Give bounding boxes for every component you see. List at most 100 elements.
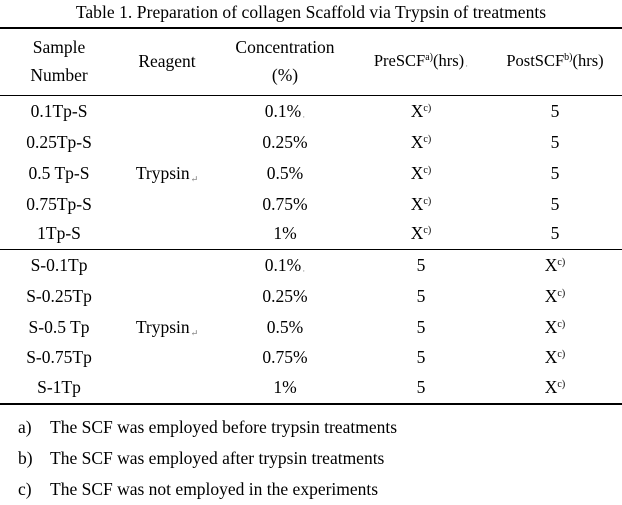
table-row: S-0.1Tp 0.1%· 5 Xc) <box>0 250 622 281</box>
footnote-c: c) The SCF was not employed in the experi… <box>18 474 378 505</box>
cell-sample: 0.75Tp-S <box>26 194 92 214</box>
table-row: S-0.5 Tp Trypsin↵ 0.5% 5 Xc) <box>0 312 622 343</box>
cell-concentration: 1% <box>273 223 297 243</box>
header-postscf: PostSCFb)(hrs) <box>488 47 622 75</box>
cell-reagent-value: Trypsin <box>135 317 190 337</box>
cell-concentration: 1% <box>273 377 297 397</box>
cell-postscf-sup: c) <box>557 288 566 299</box>
table-row: 0.25Tp-S 0.25% Xc) 5 <box>0 127 622 158</box>
cell-concentration: 0.25% <box>262 286 308 306</box>
cell-reagent-value: Trypsin <box>135 163 190 183</box>
paragraph-mark-icon: ↵ <box>190 328 199 338</box>
table-caption: Table 1. Preparation of collagen Scaffol… <box>75 2 547 22</box>
header-concentration: Concentration (%) <box>216 33 354 89</box>
table-top-rule <box>0 27 622 29</box>
table-row: S-0.75Tp 0.75% 5 Xc) <box>0 342 622 373</box>
cell-prescf-value: X <box>410 194 424 214</box>
header-prescf-unit: (hrs) <box>432 51 465 70</box>
table-row: 0.1Tp-S 0.1%· Xc) 5 <box>0 96 622 127</box>
cell-prescf-sup: c) <box>423 103 432 114</box>
cell-concentration: 0.1%· <box>216 250 354 287</box>
header-reagent: Reagent <box>138 51 196 71</box>
cell-sample: S-0.1Tp <box>30 255 88 275</box>
header-sample-line1: Sample <box>32 37 86 57</box>
cell-prescf-value: X <box>410 163 424 183</box>
cell-prescf: Xc) <box>354 127 488 158</box>
table-row: 0.5 Tp-S Trypsin↵ 0.5% Xc) 5 <box>0 158 622 189</box>
cell-postscf-value: X <box>544 317 558 337</box>
paragraph-mark-icon: · <box>302 112 306 122</box>
table-row: S-0.25Tp 0.25% 5 Xc) <box>0 281 622 312</box>
cell-postscf-value: X <box>544 286 558 306</box>
cell-concentration: 0.75% <box>262 194 308 214</box>
cell-concentration: 0.5% <box>266 317 304 337</box>
header-sample: Sample Number <box>0 33 118 89</box>
cell-prescf: 5 <box>416 286 426 306</box>
cell-concentration: 0.1%· <box>216 96 354 133</box>
cell-prescf: 5 <box>416 255 426 275</box>
header-prescf: PreSCFa)(hrs)· <box>354 47 488 80</box>
paragraph-mark-icon: · <box>302 266 306 276</box>
cell-postscf: Xc) <box>488 342 622 373</box>
cell-postscf: Xc) <box>488 312 622 343</box>
footnote-label: c) <box>18 479 32 499</box>
table-row: S-1Tp 1% 5 Xc) <box>0 372 622 403</box>
cell-reagent: Trypsin↵ <box>118 312 216 349</box>
table-bottom-rule <box>0 403 622 405</box>
cell-prescf-sup: c) <box>423 225 432 236</box>
cell-sample: S-0.75Tp <box>26 347 92 367</box>
header-postscf-unit: (hrs) <box>572 51 604 70</box>
cell-postscf-sup: c) <box>557 379 566 390</box>
table-group-rule <box>0 249 622 251</box>
header-postscf-label: PostSCF <box>506 51 565 70</box>
table-row: 1Tp-S 1% Xc) 5 <box>0 218 622 249</box>
cell-sample: 0.5 Tp-S <box>28 163 90 183</box>
cell-concentration-value: 0.1% <box>264 101 302 121</box>
table-row: 0.75Tp-S 0.75% Xc) 5 <box>0 189 622 220</box>
cell-postscf: Xc) <box>488 281 622 312</box>
cell-postscf: 5 <box>550 223 560 243</box>
cell-postscf: 5 <box>550 132 560 152</box>
header-prescf-sup: a) <box>425 52 433 63</box>
cell-prescf-value: X <box>410 223 424 243</box>
cell-prescf: Xc) <box>354 218 488 249</box>
cell-concentration: 0.5% <box>266 163 304 183</box>
footnote-text: The SCF was employed before trypsin trea… <box>50 417 398 437</box>
cell-postscf: 5 <box>550 194 560 214</box>
cell-concentration: 0.75% <box>262 347 308 367</box>
footnote-b: b) The SCF was employed after trypsin tre… <box>18 443 384 474</box>
cell-prescf-value: X <box>410 101 424 121</box>
table-header-rule <box>0 95 622 97</box>
footnote-text: The SCF was employed after trypsin treat… <box>50 448 385 468</box>
cell-prescf: 5 <box>416 347 426 367</box>
cell-postscf: 5 <box>550 101 560 121</box>
cell-postscf-sup: c) <box>557 257 566 268</box>
cell-prescf: 5 <box>416 377 426 397</box>
cell-prescf-sup: c) <box>423 165 432 176</box>
cell-postscf-value: X <box>544 377 558 397</box>
cell-postscf-sup: c) <box>557 319 566 330</box>
footnote-label: b) <box>18 448 33 468</box>
cell-sample: S-1Tp <box>37 377 81 397</box>
footnote-text: The SCF was not employed in the experime… <box>50 479 379 499</box>
cell-sample: S-0.25Tp <box>26 286 92 306</box>
header-prescf-label: PreSCF <box>373 51 426 70</box>
cell-reagent: Trypsin↵ <box>118 158 216 195</box>
header-concentration-line1: Concentration <box>235 37 335 57</box>
cell-sample: 0.1Tp-S <box>30 101 88 121</box>
cell-prescf: Xc) <box>354 96 488 127</box>
cell-postscf: 5 <box>550 163 560 183</box>
paragraph-mark-icon: ↵ <box>190 174 199 184</box>
cell-prescf-sup: c) <box>423 196 432 207</box>
header-sample-line2: Number <box>30 65 88 85</box>
footnote-a: a) The SCF was employed before trypsin tr… <box>18 412 397 443</box>
cell-concentration-value: 0.1% <box>264 255 302 275</box>
header-postscf-sup: b) <box>564 52 573 63</box>
cell-postscf-sup: c) <box>557 349 566 360</box>
cell-postscf-value: X <box>544 347 558 367</box>
paragraph-mark-icon: · <box>465 61 469 71</box>
header-concentration-line2: (%) <box>271 65 299 85</box>
cell-postscf-value: X <box>544 255 558 275</box>
cell-sample: 1Tp-S <box>37 223 81 243</box>
cell-postscf: Xc) <box>488 372 622 403</box>
